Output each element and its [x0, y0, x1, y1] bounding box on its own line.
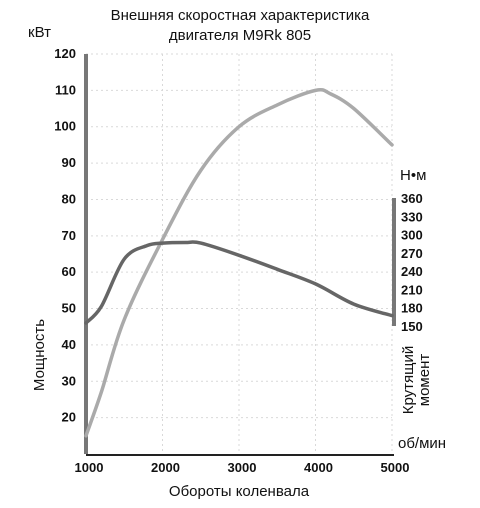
- left-tick-label-4: 60: [62, 264, 76, 279]
- x-axis-unit: об/мин: [398, 435, 446, 452]
- right-tick-label-6: 330: [401, 209, 423, 224]
- right-tick-labels: 150 180 210 240 270 300 330 360: [401, 191, 423, 334]
- right-axis-bar: [392, 198, 396, 326]
- x-axis-label: Обороты коленвала: [169, 483, 310, 500]
- power-series-line-0: [84, 87, 394, 438]
- left-tick-label-1: 30: [62, 373, 76, 388]
- left-tick-labels: 20 30 40 50 60 70 80 90 100 110 120: [54, 46, 76, 425]
- torque-series-line-1: [84, 240, 394, 325]
- left-tick-label-3: 50: [62, 301, 76, 316]
- y-axis-label-left: Мощность: [31, 319, 48, 391]
- y-axis-label-right-line-2: момент: [416, 354, 433, 407]
- x-tick-label-0: 1000: [75, 460, 104, 475]
- right-tick-label-7: 360: [401, 191, 423, 206]
- right-tick-label-3: 240: [401, 264, 423, 279]
- left-tick-label-10: 120: [54, 46, 76, 61]
- series-layer: [84, 87, 394, 438]
- chart-title-line-1: Внешняя скоростная характеристика: [111, 7, 370, 24]
- x-tick-label-3: 4000: [304, 460, 333, 475]
- left-axis-bar: [84, 54, 88, 454]
- left-tick-label-9: 110: [55, 82, 76, 97]
- left-tick-label-5: 70: [62, 228, 76, 243]
- left-tick-label-8: 100: [54, 119, 76, 134]
- x-tick-label-4: 5000: [381, 460, 410, 475]
- left-tick-label-0: 20: [62, 410, 76, 425]
- right-tick-label-4: 270: [401, 246, 423, 261]
- chart-title-line-2: двигателя M9Rk 805: [169, 27, 311, 44]
- left-tick-label-7: 90: [62, 155, 76, 170]
- right-tick-label-1: 180: [401, 301, 423, 316]
- left-axis-unit: кВт: [28, 24, 51, 41]
- y-axis-label-right-line-1: Крутящий: [400, 346, 417, 415]
- x-tick-label-1: 2000: [151, 460, 180, 475]
- right-tick-label-0: 150: [401, 319, 423, 334]
- right-tick-label-2: 210: [401, 282, 423, 297]
- left-tick-label-6: 80: [62, 191, 76, 206]
- x-tick-label-2: 3000: [228, 460, 257, 475]
- left-tick-label-2: 40: [62, 337, 76, 352]
- axes: [84, 54, 396, 456]
- x-tick-labels: 1000 2000 3000 4000 5000: [75, 460, 410, 475]
- right-axis-unit: Н•м: [400, 167, 426, 184]
- right-tick-label-5: 300: [401, 228, 423, 243]
